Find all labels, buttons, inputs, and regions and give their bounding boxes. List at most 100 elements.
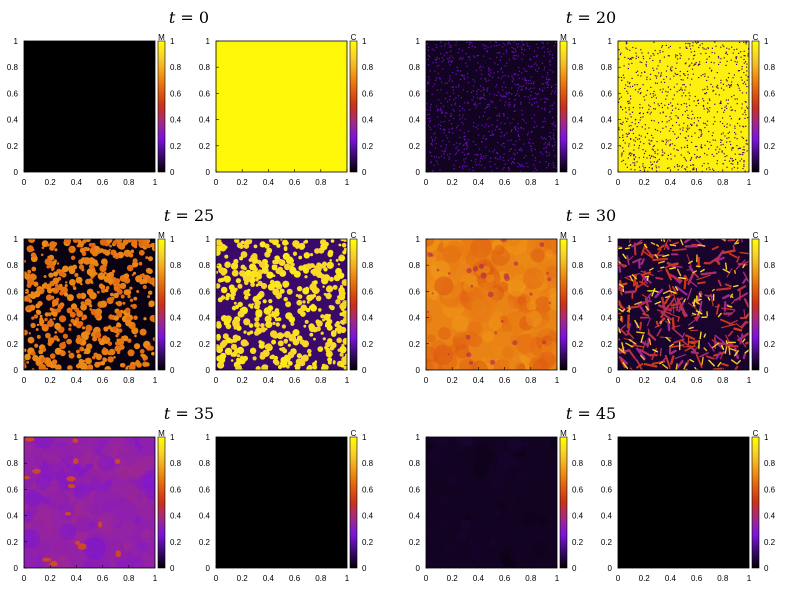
colorbar-tick-label: 0.4 xyxy=(362,314,374,323)
colorbar-tick-label: 0.2 xyxy=(764,340,776,349)
heatmap-base xyxy=(24,41,155,172)
y-tick-label: 0.4 xyxy=(601,116,613,125)
time-panel: t = 300 0.2 0.4 0.6 0.8 100.20.40.60.81 M00.20… xyxy=(409,206,776,385)
plot-frame xyxy=(215,40,348,173)
y-tick-label: 0.4 xyxy=(7,314,19,323)
plot-frame xyxy=(617,40,750,173)
colorbar-tick-label: 0.8 xyxy=(170,63,182,72)
colorbar-tick-label: 0 xyxy=(572,168,577,177)
y-tick-label: 0.2 xyxy=(601,340,613,349)
colorbar-tick-label: 0 xyxy=(362,366,367,375)
colorbar-title: C xyxy=(351,33,357,42)
time-symbol: t xyxy=(566,404,573,423)
colorbar-tick-label: 1 xyxy=(764,235,769,244)
x-tick-label: 0.8 xyxy=(525,376,537,385)
colorbar-tick-label: 1 xyxy=(572,235,577,244)
heatmap-base xyxy=(426,41,557,172)
x-tick-label: 0.2 xyxy=(639,376,651,385)
y-tick-label: 1 xyxy=(608,235,613,244)
x-tick-label: 1 xyxy=(345,178,350,187)
colorbar-tick-label: 0.2 xyxy=(362,340,374,349)
field-map-M: 0 0.2 0.4 0.6 0.8 100.20.40.60.81 M00.20.40.60… xyxy=(409,33,584,187)
time-value: 35 xyxy=(194,404,214,423)
time-equals: = xyxy=(572,404,596,423)
time-panel: t = 250 0.2 0.4 0.6 0.8 100.20.40.60.81 M00.20… xyxy=(7,206,374,385)
colorbar-tick-label: 0.2 xyxy=(362,142,374,151)
colorbar-tick-label: 0.2 xyxy=(764,142,776,151)
x-tick-label: 0.6 xyxy=(499,178,511,187)
colorbar-tick-label: 0.4 xyxy=(764,314,776,323)
y-tick-label: 0.2 xyxy=(7,142,19,151)
colorbar-C: C 0 0.2 0.4 0.6 0.8 1 xyxy=(349,231,374,375)
colorbar-tick-label: 1 xyxy=(764,37,769,46)
colorbar-tick-label: 0.2 xyxy=(572,142,584,151)
colorbar-tick-label: 0.8 xyxy=(170,261,182,270)
colorbar-tick-label: 0.2 xyxy=(170,340,182,349)
colorbar-tick-label: 0.8 xyxy=(764,63,776,72)
time-symbol: t xyxy=(566,8,573,27)
colorbar-tick-label: 1 xyxy=(362,37,367,46)
colorbar-tick-label: 0.2 xyxy=(170,142,182,151)
x-tick-label: 0.8 xyxy=(717,178,729,187)
colorbar-title: C xyxy=(753,429,759,438)
y-tick-label: 0.4 xyxy=(409,116,421,125)
x-tick-label: 1 xyxy=(747,574,752,583)
colorbar-tick-label: 0 xyxy=(362,168,367,177)
time-equals: = xyxy=(170,206,194,225)
x-tick-label: 0 xyxy=(424,574,429,583)
colorbar-tick-label: 0.4 xyxy=(572,512,584,521)
time-value: 45 xyxy=(596,404,616,423)
y-tick-label: 0.6 xyxy=(409,485,421,494)
colorbar-tick-label: 0.4 xyxy=(764,116,776,125)
x-tick-label: 0 xyxy=(616,178,621,187)
field-texture xyxy=(426,41,557,172)
y-tick-label: 0.4 xyxy=(199,116,211,125)
x-tick-label: 0.6 xyxy=(289,178,301,187)
time-label: t = 20 xyxy=(566,8,616,27)
colorbar-tick-label: 1 xyxy=(362,235,367,244)
y-tick-label: 0 xyxy=(608,168,613,177)
y-tick-label: 0.6 xyxy=(601,89,613,98)
x-tick-label: 0.8 xyxy=(315,574,327,583)
time-label: t = 30 xyxy=(566,206,616,225)
y-tick-label: 0.6 xyxy=(7,485,19,494)
field-texture xyxy=(426,437,557,568)
x-tick-label: 0 xyxy=(22,376,27,385)
colorbar-tick-label: 0.8 xyxy=(764,459,776,468)
time-symbol: t xyxy=(169,8,176,27)
colorbar-tick-label: 0.6 xyxy=(362,485,374,494)
colorbar-tick-label: 0.4 xyxy=(572,116,584,125)
colorbar-tick-label: 0.6 xyxy=(572,485,584,494)
y-tick-label: 0.6 xyxy=(7,89,19,98)
y-tick-label: 0.4 xyxy=(409,512,421,521)
x-tick-label: 0.2 xyxy=(447,574,459,583)
y-tick-label: 0.8 xyxy=(7,261,19,270)
x-tick-label: 1 xyxy=(345,574,350,583)
y-tick-label: 0 xyxy=(608,366,613,375)
field-texture xyxy=(618,239,749,370)
x-tick-label: 0 xyxy=(616,574,621,583)
y-tick-label: 1 xyxy=(608,37,613,46)
x-tick-label: 0 xyxy=(214,178,219,187)
x-tick-label: 0.4 xyxy=(71,178,83,187)
x-tick-label: 1 xyxy=(153,178,158,187)
plot-frame xyxy=(23,436,156,569)
plot-frame xyxy=(215,238,348,371)
colorbar-gradient xyxy=(349,238,358,371)
x-tick-label: 1 xyxy=(345,376,350,385)
x-tick-label: 0.6 xyxy=(691,574,703,583)
y-tick-label: 0.2 xyxy=(409,142,421,151)
colorbar-tick-label: 0 xyxy=(170,168,175,177)
y-tick-label: 0 xyxy=(14,366,19,375)
time-panel: t = 350 0.2 0.4 0.6 0.8 100.20.40.60.81 M00.20… xyxy=(7,404,374,583)
plot-frame xyxy=(425,238,558,371)
colorbar-title: C xyxy=(351,429,357,438)
y-tick-label: 1 xyxy=(416,235,421,244)
x-tick-label: 0.2 xyxy=(237,376,249,385)
colorbar-tick-label: 0 xyxy=(764,168,769,177)
field-map-M: 0 0.2 0.4 0.6 0.8 100.20.40.60.81 M00.20.40.60… xyxy=(7,429,182,583)
x-tick-label: 1 xyxy=(747,376,752,385)
y-tick-label: 0.2 xyxy=(199,538,211,547)
x-tick-label: 0.2 xyxy=(45,574,57,583)
